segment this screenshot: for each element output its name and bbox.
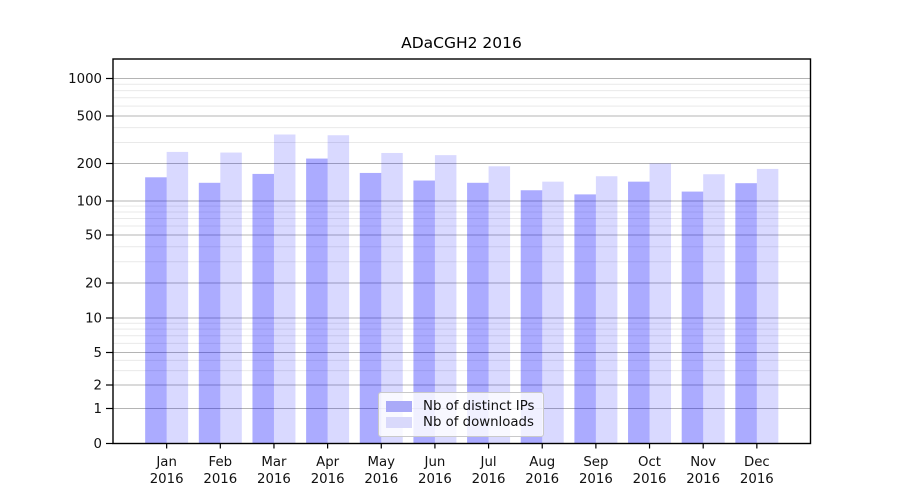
- y-tick-label: 200: [77, 157, 102, 172]
- bar-distinct-ips: [574, 194, 596, 444]
- legend-item-downloads: Nb of downloads: [386, 415, 535, 430]
- x-tick-label-year: 2016: [633, 472, 667, 487]
- bar-downloads: [166, 151, 189, 444]
- x-tick-label-month: May: [368, 455, 396, 470]
- bar-downloads: [542, 181, 564, 444]
- x-tick-label-year: 2016: [525, 472, 559, 487]
- x-tick-label-year: 2016: [579, 472, 613, 487]
- x-tick-label-year: 2016: [150, 472, 184, 487]
- y-tick-label: 50: [85, 229, 102, 244]
- x-tick-label-month: Jun: [424, 455, 446, 470]
- x-tick-label-year: 2016: [203, 472, 237, 487]
- bar-distinct-ips: [413, 180, 435, 444]
- y-tick-label: 0: [94, 437, 102, 452]
- bar-distinct-ips: [252, 173, 274, 444]
- x-tick-label-year: 2016: [472, 472, 506, 487]
- y-tick-label: 1: [94, 402, 102, 417]
- bar-downloads: [488, 166, 511, 444]
- bar-distinct-ips: [145, 177, 167, 444]
- y-tick-label: 5: [94, 346, 102, 361]
- x-tick-label-month: Apr: [316, 455, 340, 470]
- bar-distinct-ips: [467, 182, 489, 444]
- x-tick-label-year: 2016: [364, 472, 398, 487]
- plot-border: [112, 58, 812, 445]
- bar-distinct-ips: [628, 181, 650, 444]
- bar-distinct-ips: [681, 191, 704, 444]
- bar-distinct-ips: [306, 158, 328, 444]
- bar-downloads: [649, 163, 672, 444]
- bar-downloads: [595, 176, 618, 444]
- y-tick-label: 100: [77, 195, 102, 210]
- legend-label-distinct-ips: Nb of distinct IPs: [423, 399, 535, 414]
- bar-distinct-ips: [359, 172, 382, 444]
- legend: Nb of distinct IPs Nb of downloads: [378, 392, 544, 437]
- x-tick-label-year: 2016: [740, 472, 774, 487]
- y-tick-label: 20: [85, 277, 102, 292]
- bar-downloads: [327, 135, 350, 444]
- bar-distinct-ips: [735, 183, 757, 444]
- x-tick-label-month: Oct: [638, 455, 661, 470]
- x-tick-label-year: 2016: [311, 472, 345, 487]
- bar-distinct-ips: [520, 190, 543, 444]
- chart-title: ADaCGH2 2016: [401, 34, 522, 52]
- bar-distinct-ips: [198, 182, 221, 444]
- legend-item-distinct-ips: Nb of distinct IPs: [386, 399, 535, 414]
- bar-downloads: [703, 174, 725, 444]
- y-tick-label: 500: [77, 110, 102, 125]
- bar-downloads: [756, 168, 779, 444]
- legend-swatch-distinct-ips: [386, 401, 412, 412]
- legend-label-downloads: Nb of downloads: [423, 415, 534, 430]
- bar-downloads: [434, 155, 457, 444]
- x-tick-label-year: 2016: [686, 472, 720, 487]
- x-tick-label-month: Mar: [261, 455, 287, 470]
- x-tick-label-month: Aug: [529, 455, 555, 470]
- y-tick-label: 1000: [68, 72, 102, 87]
- x-tick-label-year: 2016: [418, 472, 452, 487]
- x-tick-label-month: Jul: [480, 455, 497, 470]
- x-tick-label-month: Nov: [690, 455, 716, 470]
- y-tick-label: 10: [85, 312, 102, 327]
- bar-downloads: [220, 152, 242, 444]
- x-tick-label-month: Sep: [583, 455, 608, 470]
- x-tick-label-month: Jan: [155, 455, 177, 470]
- y-tick-label: 2: [94, 379, 102, 394]
- x-tick-label-month: Feb: [209, 455, 233, 470]
- x-tick-label-year: 2016: [257, 472, 291, 487]
- legend-swatch-downloads: [386, 417, 412, 428]
- bar-downloads: [273, 134, 296, 444]
- bar-downloads: [381, 152, 403, 444]
- x-tick-label-month: Dec: [744, 455, 770, 470]
